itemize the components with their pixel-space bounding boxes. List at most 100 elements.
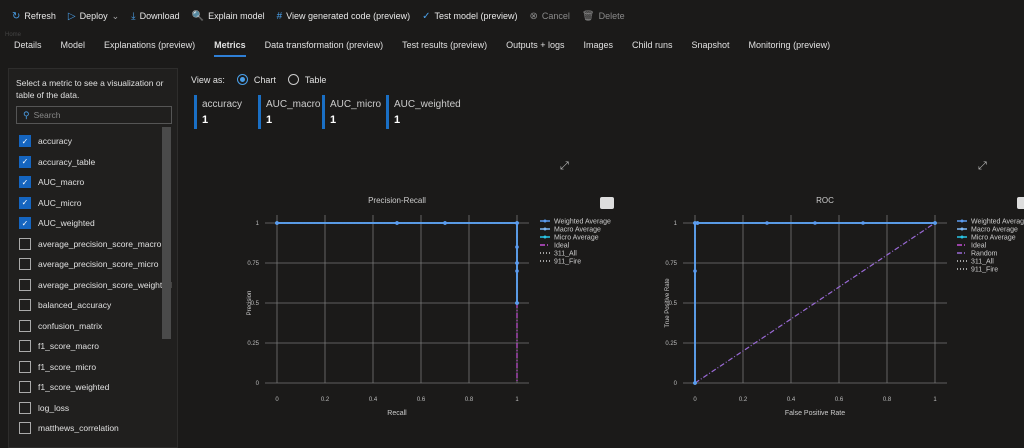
expand-icon[interactable]: ⤢ <box>560 160 569 172</box>
chart-menu-icon[interactable] <box>1017 197 1024 209</box>
tab-child-runs[interactable]: Child runs <box>631 40 673 50</box>
legend-item[interactable]: Ideal <box>971 243 987 250</box>
data-point <box>933 221 937 225</box>
chart-title: ROC <box>816 196 834 205</box>
checkbox[interactable]: ✓ <box>19 155 31 168</box>
checkbox[interactable] <box>19 401 31 414</box>
metric-item[interactable]: average_precision_score_micro <box>19 254 172 275</box>
tab-monitoring-preview[interactable]: Monitoring (preview) <box>748 40 831 50</box>
metric-item[interactable]: log_loss <box>19 398 172 419</box>
series-line <box>694 222 935 383</box>
legend-item[interactable]: 911_Fire <box>554 259 581 266</box>
scrollbar[interactable] <box>162 127 171 339</box>
checkbox[interactable] <box>19 360 31 373</box>
checkbox[interactable]: ✓ <box>19 196 31 209</box>
metric-item[interactable]: ✓ AUC_micro <box>19 193 172 214</box>
search-input[interactable] <box>33 110 164 120</box>
metric-item[interactable]: ✓ AUC_macro <box>19 172 172 193</box>
checkbox[interactable] <box>19 422 31 435</box>
metric-item[interactable]: f1_score_micro <box>19 357 172 378</box>
legend-item[interactable]: 311_All <box>971 259 994 266</box>
legend-item[interactable]: 311_All <box>554 251 577 258</box>
checkbox[interactable]: ✓ <box>19 135 31 148</box>
checkbox[interactable] <box>19 381 31 394</box>
delete-button[interactable]: 🗑 Delete <box>582 11 625 22</box>
download-button[interactable]: ⤓ Download <box>131 11 179 22</box>
metric-item[interactable]: matthews_correlation <box>19 418 172 439</box>
metric-item[interactable]: ✓ accuracy <box>19 131 172 152</box>
checkbox[interactable] <box>19 278 31 291</box>
checkbox[interactable]: ✓ <box>19 176 31 189</box>
data-point <box>395 221 399 225</box>
view-generated-code-preview-button[interactable]: # View generated code (preview) <box>277 11 410 22</box>
y-tick-label: 0.75 <box>665 261 677 267</box>
button-label: Test model (preview) <box>434 11 518 21</box>
data-point <box>515 301 519 305</box>
metric-item[interactable]: ✓ AUC_weighted <box>19 213 172 234</box>
metric-item[interactable]: confusion_matrix <box>19 316 172 337</box>
deploy-button[interactable]: ▷ Deploy ⌄ <box>68 11 119 22</box>
checkbox[interactable] <box>19 237 31 250</box>
data-point <box>693 381 697 385</box>
button-label: Refresh <box>24 11 56 21</box>
legend-item[interactable]: Weighted Average <box>554 219 611 226</box>
checkbox[interactable] <box>19 319 31 332</box>
tab-outputs-logs[interactable]: Outputs + logs <box>506 40 565 50</box>
view-as: View as: Chart Table <box>191 74 326 85</box>
series-line <box>277 222 518 303</box>
data-point <box>695 221 700 225</box>
tab-explanations-preview[interactable]: Explanations (preview) <box>104 40 196 50</box>
data-point <box>275 221 279 225</box>
legend-item[interactable]: Weighted Average <box>971 219 1024 226</box>
legend-item[interactable]: 911_Fire <box>971 267 998 274</box>
tab-metrics[interactable]: Metrics <box>214 40 246 57</box>
tab-model[interactable]: Model <box>60 40 86 50</box>
data-point <box>515 261 519 265</box>
legend-item[interactable]: Macro Average <box>554 227 601 234</box>
breadcrumb[interactable]: Home <box>5 32 22 38</box>
metric-label: f1_score_weighted <box>38 382 110 393</box>
checkbox[interactable] <box>19 258 31 271</box>
legend-item[interactable]: Ideal <box>554 243 570 250</box>
tab-data-transformation-preview[interactable]: Data transformation (preview) <box>264 40 384 50</box>
checkbox[interactable] <box>19 340 31 353</box>
search-box[interactable]: ⚲ <box>16 106 172 124</box>
metric-label: average_precision_score_macro <box>38 238 162 249</box>
expand-icon[interactable]: ⤢ <box>978 160 987 172</box>
explain-model-button[interactable]: 🔍 Explain model <box>192 11 265 22</box>
search-icon: ⚲ <box>23 109 30 120</box>
metric-item[interactable]: average_precision_score_macro <box>19 234 172 255</box>
cancel-button[interactable]: ⊗ Cancel <box>530 11 570 22</box>
legend-item[interactable]: Micro Average <box>554 235 599 242</box>
metric-item[interactable]: balanced_accuracy <box>19 295 172 316</box>
legend-item[interactable]: Micro Average <box>971 235 1016 242</box>
test-model-preview-button[interactable]: ✓ Test model (preview) <box>422 11 517 22</box>
metric-item[interactable]: average_precision_score_weighted <box>19 275 172 296</box>
legend-item[interactable]: Random <box>971 251 998 258</box>
metric-item[interactable]: ✓ accuracy_table <box>19 152 172 173</box>
tab-details[interactable]: Details <box>14 40 42 50</box>
metric-card-name: accuracy <box>202 99 243 110</box>
x-tick-label: 0.4 <box>369 397 378 403</box>
data-point <box>395 221 399 225</box>
metric-item[interactable]: f1_score_weighted <box>19 377 172 398</box>
tab-images[interactable]: Images <box>583 40 613 50</box>
metric-card-value: 1 <box>330 114 337 126</box>
tab-test-results-preview[interactable]: Test results (preview) <box>402 40 488 50</box>
checkbox[interactable]: ✓ <box>19 217 31 230</box>
tab-snapshot[interactable]: Snapshot <box>691 40 730 50</box>
button-label: Cancel <box>541 11 570 21</box>
legend-item[interactable]: Macro Average <box>971 227 1018 234</box>
x-tick-label: 0.8 <box>465 397 474 403</box>
y-tick-label: 1 <box>674 221 678 227</box>
legend-marker <box>960 219 964 223</box>
x-tick-label: 0.2 <box>321 397 330 403</box>
radio-chart[interactable] <box>236 74 248 85</box>
checkbox[interactable] <box>19 299 31 312</box>
data-point <box>693 221 697 225</box>
metric-card-value: 1 <box>394 114 401 126</box>
metric-item[interactable]: f1_score_macro <box>19 336 172 357</box>
chart-menu-icon[interactable] <box>600 197 614 209</box>
radio-table[interactable] <box>287 74 299 85</box>
refresh-button[interactable]: ↻ Refresh <box>12 11 56 22</box>
